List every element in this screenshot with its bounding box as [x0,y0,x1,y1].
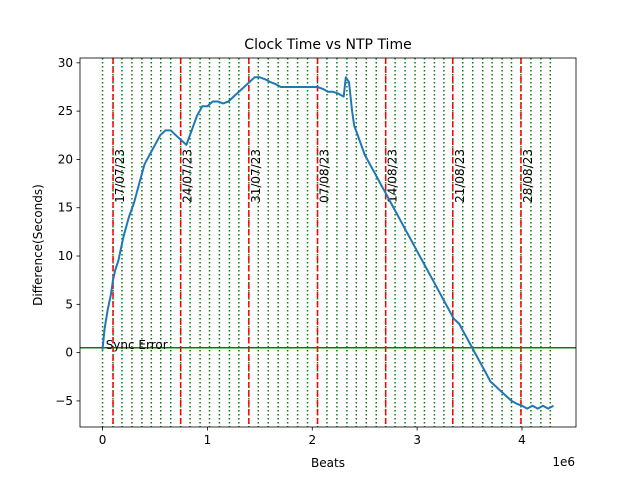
x-tick-label: 1 [204,433,212,447]
x-axis-offset-text: 1e6 [552,455,575,469]
x-tick-label: 2 [308,433,316,447]
y-tick-label: −5 [55,394,73,408]
y-axis-label: Difference(Seconds) [31,184,45,306]
date-marker-label: 21/08/23 [453,149,467,203]
date-marker-label: 24/07/23 [181,149,195,203]
sync-error-label: Sync Error [106,338,168,352]
date-marker-label: 14/08/23 [386,149,400,203]
y-tick-label: 0 [65,346,73,360]
series-line [101,76,554,410]
date-marker-label: 07/08/23 [318,149,332,203]
plot-area: 17/07/23 24/07/23 31/07/23 07/08/23 14/08/23… [80,58,576,427]
y-tick-label: 25 [58,104,73,118]
y-tick-label: 30 [58,56,73,70]
y-tick-label: 10 [58,249,73,263]
date-marker-label: 17/07/23 [113,149,127,203]
x-tick-label: 4 [518,433,526,447]
y-tick-label: 20 [58,152,73,166]
date-marker-label: 31/07/23 [249,149,263,203]
axes-frame [79,57,577,428]
y-axis: −5 0 5 10 15 20 25 30 [55,56,80,408]
x-tick-label: 0 [99,433,107,447]
x-tick-label: 3 [413,433,421,447]
x-axis-label: Beats [311,456,345,470]
x-axis: 0 1 2 3 4 [99,427,526,447]
date-marker-label: 28/08/23 [521,149,535,203]
y-tick-label: 15 [58,201,73,215]
chart-title: Clock Time vs NTP Time [244,37,411,53]
y-tick-label: 5 [65,297,73,311]
